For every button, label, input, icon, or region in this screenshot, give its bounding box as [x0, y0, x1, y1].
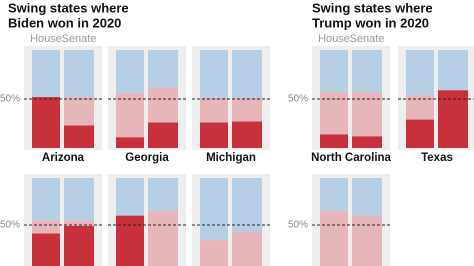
- group-title: Trump won in 2020: [312, 15, 429, 30]
- bar-segment: [116, 93, 144, 138]
- bar-segment: [116, 215, 144, 266]
- bar-segment: [406, 50, 434, 96]
- bar-segment: [64, 178, 94, 221]
- bar-segment: [232, 231, 262, 266]
- bar-segment: [352, 178, 382, 216]
- bar-segment: [200, 122, 228, 148]
- bar-segment: [32, 178, 60, 221]
- bar-label: House: [318, 33, 350, 45]
- bar-label: Senate: [62, 33, 97, 45]
- bar-label: House: [30, 33, 62, 45]
- bar-segment: [200, 240, 228, 266]
- bar-segment: [320, 134, 348, 148]
- y-tick-label: 50%: [288, 220, 308, 231]
- state-label: Texas: [421, 152, 453, 164]
- bar-segment: [320, 50, 348, 93]
- bar-label: Senate: [350, 33, 385, 45]
- bar-segment: [32, 233, 60, 266]
- bar-segment: [200, 98, 228, 123]
- group-title: Swing states where: [312, 0, 433, 15]
- group-title: Swing states where: [8, 0, 129, 15]
- bar-segment: [352, 136, 382, 148]
- state-label: North Carolina: [311, 152, 391, 164]
- bar-segment: [232, 50, 262, 99]
- bar-segment: [64, 97, 94, 126]
- bar-segment: [148, 87, 178, 123]
- bar-segment: [352, 50, 382, 93]
- bar-segment: [320, 178, 348, 211]
- bar-segment: [438, 50, 468, 91]
- bar-segment: [200, 50, 228, 99]
- bar-segment: [352, 215, 382, 266]
- bar-segment: [116, 137, 144, 148]
- bar-segment: [148, 122, 178, 148]
- bar-segment: [116, 50, 144, 94]
- state-label: Georgia: [125, 152, 169, 164]
- bar-segment: [116, 178, 144, 216]
- group-title: Biden won in 2020: [8, 15, 121, 30]
- bar-segment: [148, 50, 178, 88]
- bar-segment: [406, 119, 434, 148]
- bar-segment: [32, 97, 60, 148]
- bar-segment: [200, 178, 228, 241]
- bar-segment: [64, 225, 94, 266]
- state-label: Arizona: [42, 152, 85, 164]
- bar-segment: [438, 90, 468, 148]
- bar-segment: [232, 121, 262, 148]
- bar-segment: [64, 220, 94, 226]
- bar-segment: [320, 210, 348, 266]
- y-tick-label: 50%: [0, 220, 20, 231]
- bar-segment: [148, 210, 178, 266]
- bar-segment: [320, 92, 348, 135]
- state-label: Michigan: [206, 152, 256, 164]
- bar-segment: [148, 178, 178, 211]
- bar-segment: [32, 220, 60, 234]
- bar-segment: [64, 125, 94, 148]
- y-tick-label: 50%: [288, 94, 308, 105]
- bar-segment: [64, 50, 94, 98]
- y-tick-label: 50%: [0, 94, 20, 105]
- bar-segment: [232, 178, 262, 232]
- bar-segment: [32, 50, 60, 98]
- bar-segment: [232, 98, 262, 122]
